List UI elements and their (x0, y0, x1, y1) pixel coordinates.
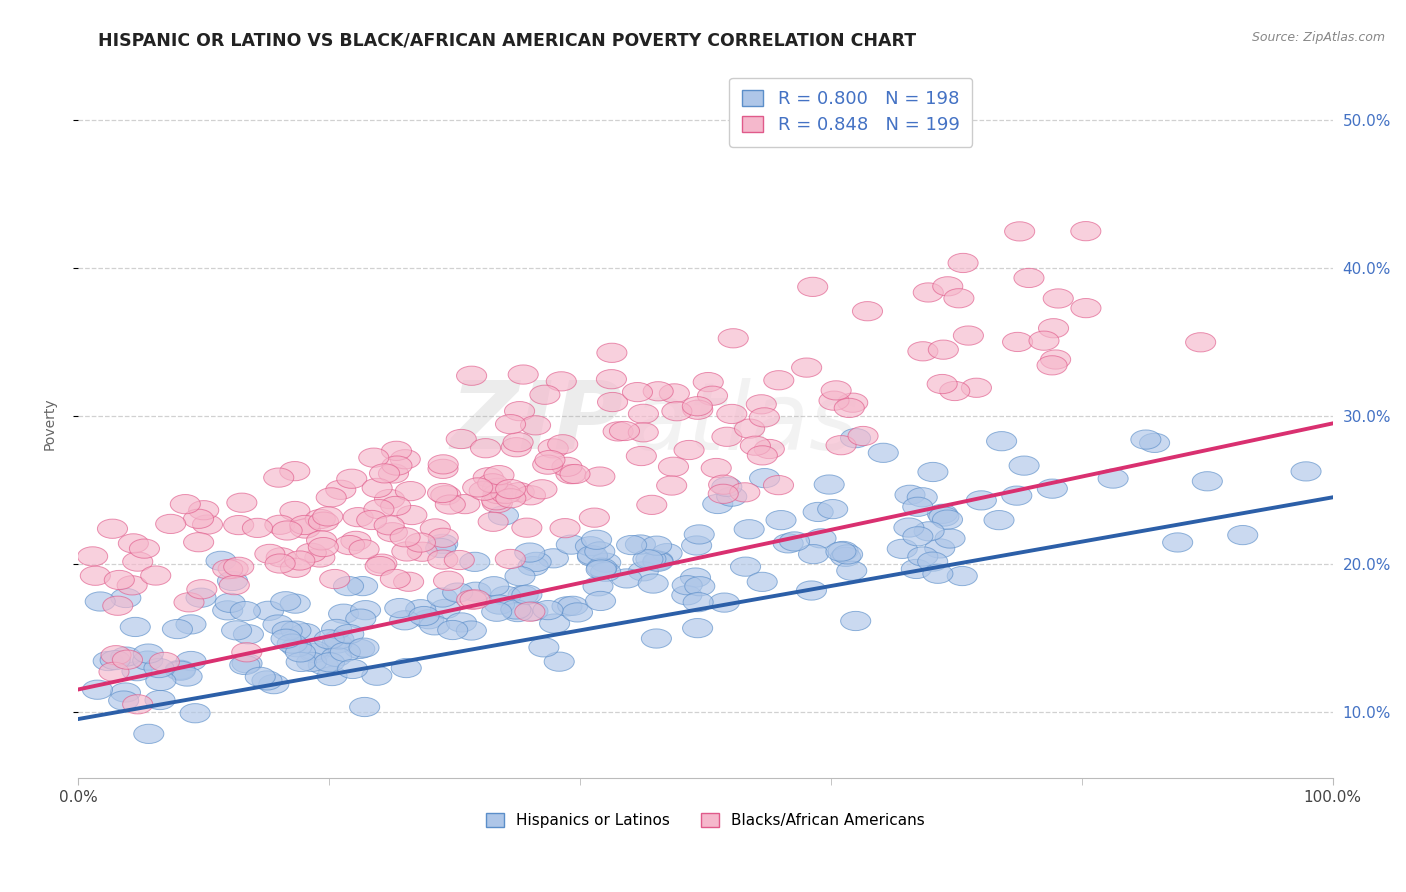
Text: Source: ZipAtlas.com: Source: ZipAtlas.com (1251, 31, 1385, 45)
Text: ZIP: ZIP (451, 377, 624, 469)
Y-axis label: Poverty: Poverty (44, 397, 58, 450)
Legend: Hispanics or Latinos, Blacks/African Americans: Hispanics or Latinos, Blacks/African Ame… (479, 807, 931, 834)
Text: HISPANIC OR LATINO VS BLACK/AFRICAN AMERICAN POVERTY CORRELATION CHART: HISPANIC OR LATINO VS BLACK/AFRICAN AMER… (98, 31, 917, 49)
Text: atlas: atlas (630, 378, 858, 469)
